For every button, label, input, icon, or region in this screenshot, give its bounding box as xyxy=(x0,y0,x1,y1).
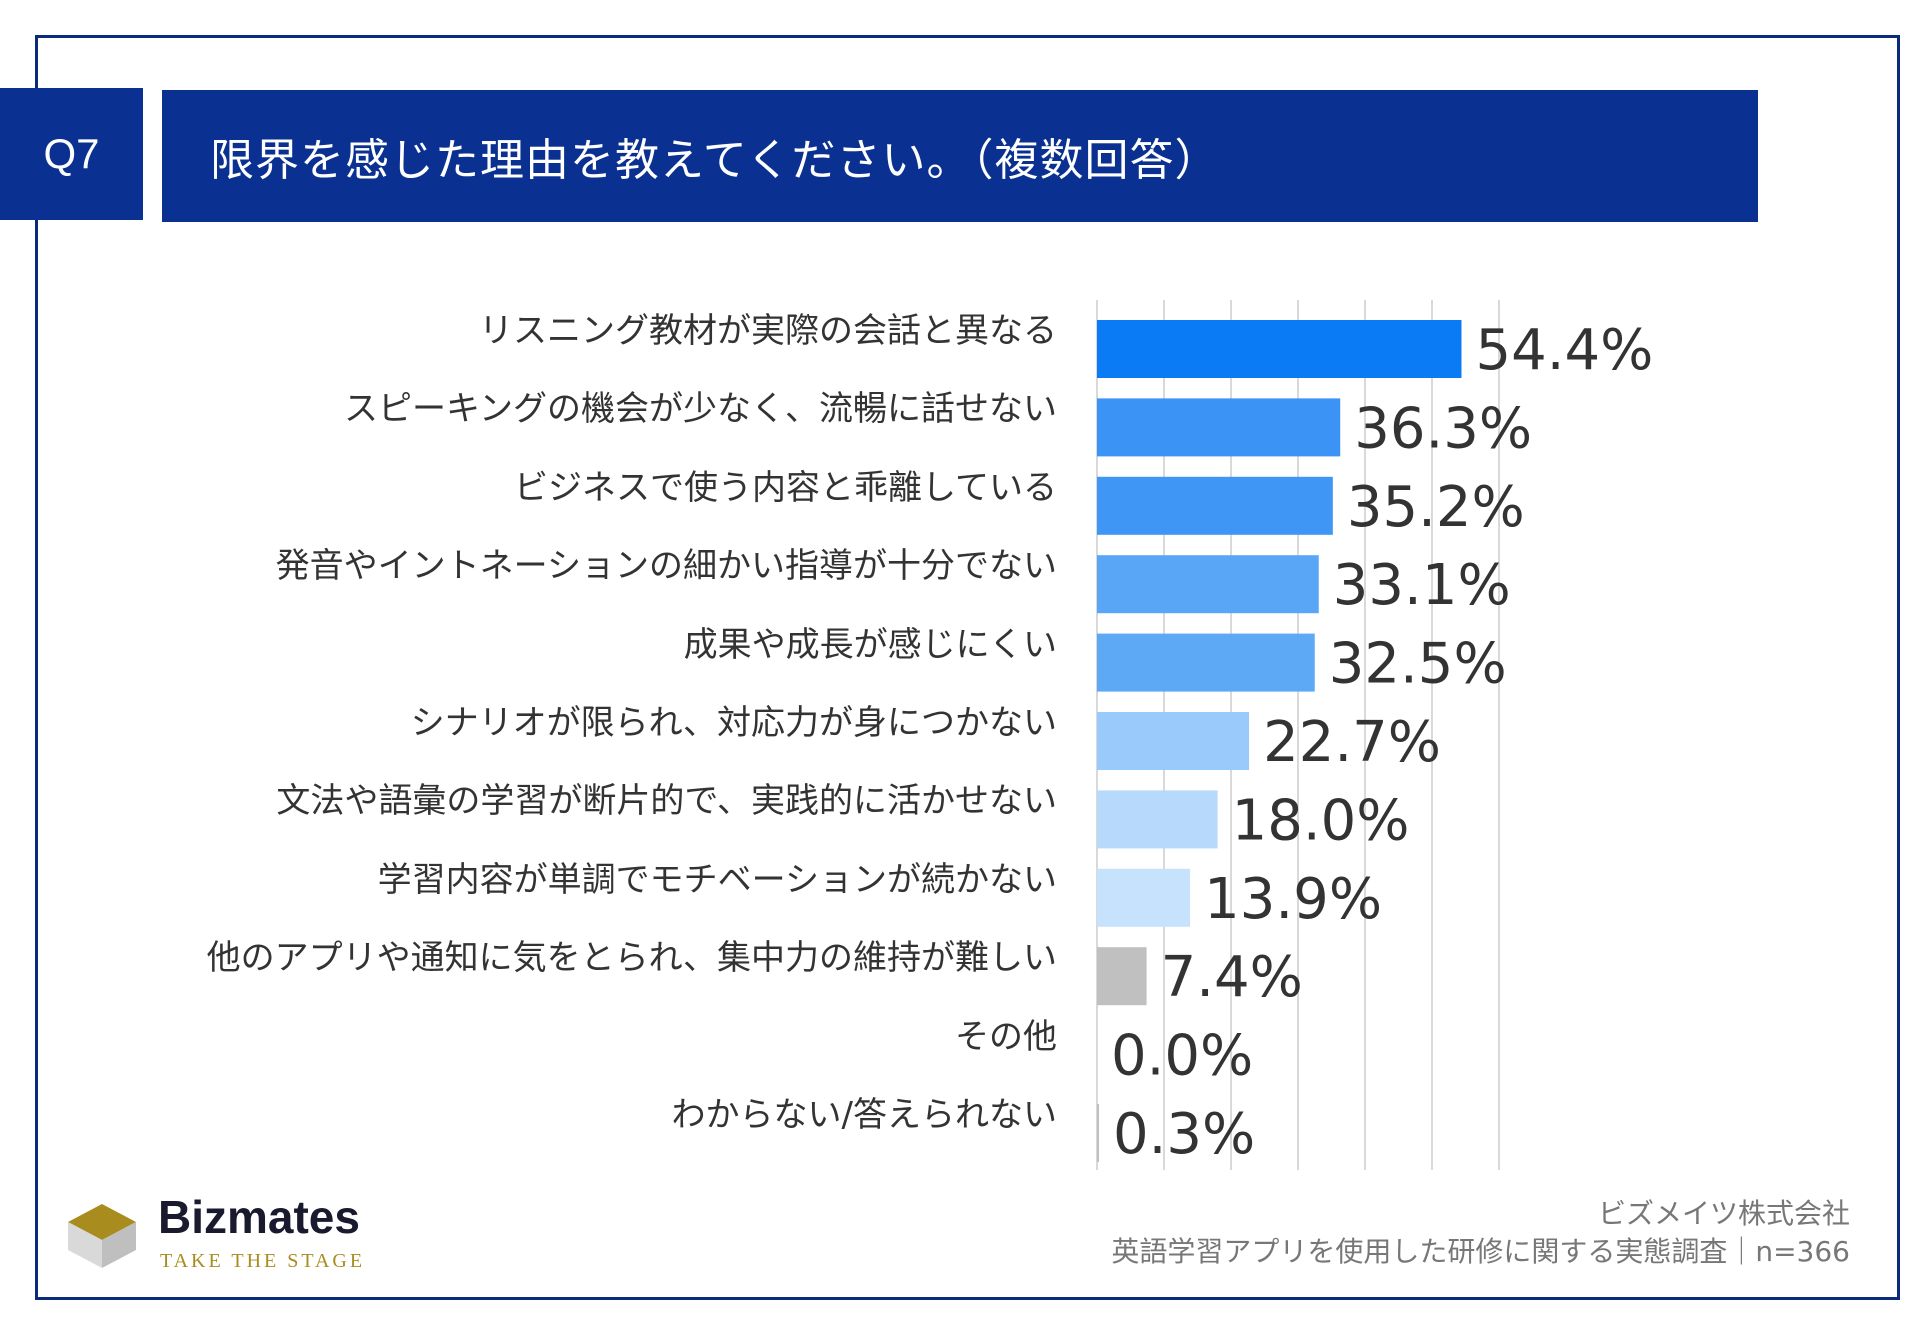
bar-chart: 54.4% 36.3% 35.2% 33.1% 32.5% 22.7% 18.0% 13.9%… xyxy=(0,300,1920,1180)
bar xyxy=(1097,320,1462,378)
brand-tagline: TAKE THE STAGE xyxy=(160,1250,366,1272)
category-label: 発音やイントネーションの細かい指導が十分でない xyxy=(275,546,1057,587)
bar xyxy=(1097,555,1319,614)
bar xyxy=(1097,476,1333,535)
bar-value-label: 36.3% xyxy=(1354,396,1532,461)
bar-value-label: 0.3% xyxy=(1113,1102,1255,1167)
category-label: わからない/答えられない xyxy=(671,1095,1057,1135)
category-label: スピーキングの機会が少なく、流暢に話せない xyxy=(344,389,1057,430)
bar xyxy=(1097,868,1191,927)
category-label: シナリオが限られ、対応力が身につかない xyxy=(410,703,1057,743)
question-title-text: 限界を感じた理由を教えてください。（複数回答） xyxy=(210,135,1220,186)
category-label: 他のアプリや通知に気をとられ、集中力の維持が難しい xyxy=(206,938,1057,979)
category-label: 成果や成長が感じにくい xyxy=(683,624,1057,665)
bar-value-label: 32.5% xyxy=(1329,632,1507,697)
source-company: ビズメイツ株式会社 xyxy=(1597,1197,1850,1230)
bar-value-label: 0.0% xyxy=(1111,1024,1253,1089)
bar xyxy=(1097,947,1147,1006)
bar-value-label: 33.1% xyxy=(1333,553,1511,618)
bar xyxy=(1097,1104,1100,1162)
bizmates-logo-icon xyxy=(68,1204,136,1268)
bar xyxy=(1097,790,1218,849)
question-number-badge: Q7 xyxy=(0,88,143,220)
category-label: ビジネスで使う内容と乖離している xyxy=(514,467,1057,508)
category-label: 文法や語彙の学習が断片的で、実践的に活かせない xyxy=(276,781,1057,822)
bar xyxy=(1097,712,1250,770)
bar-value-label: 22.7% xyxy=(1263,710,1441,775)
category-label: リスニング教材が実際の会話と異なる xyxy=(479,311,1057,351)
category-label: その他 xyxy=(955,1016,1057,1057)
bar xyxy=(1097,633,1315,692)
bar-value-label: 13.9% xyxy=(1204,867,1382,932)
bar-value-label: 7.4% xyxy=(1161,945,1303,1010)
source-survey: 英語学習アプリを使用した研修に関する実態調査｜n=366 xyxy=(1111,1235,1850,1268)
question-title: 限界を感じた理由を教えてください。（複数回答） xyxy=(162,90,1758,222)
category-label: 学習内容が単調でモチベーションが続かない xyxy=(377,859,1057,900)
bar-value-label: 18.0% xyxy=(1232,788,1410,853)
bar xyxy=(1097,398,1341,457)
brand-name: Bizmates xyxy=(158,1191,360,1243)
bar-value-label: 35.2% xyxy=(1347,475,1525,540)
slide-frame xyxy=(35,35,1900,1300)
bar-value-label: 54.4% xyxy=(1475,318,1653,383)
source-note: ビズメイツ株式会社 英語学習アプリを使用した研修に関する実態調査｜n=366 xyxy=(1111,1195,1850,1271)
chart-canvas: 54.4% 36.3% 35.2% 33.1% 32.5% 22.7% 18.0% 13.9%… xyxy=(1096,300,1653,1170)
